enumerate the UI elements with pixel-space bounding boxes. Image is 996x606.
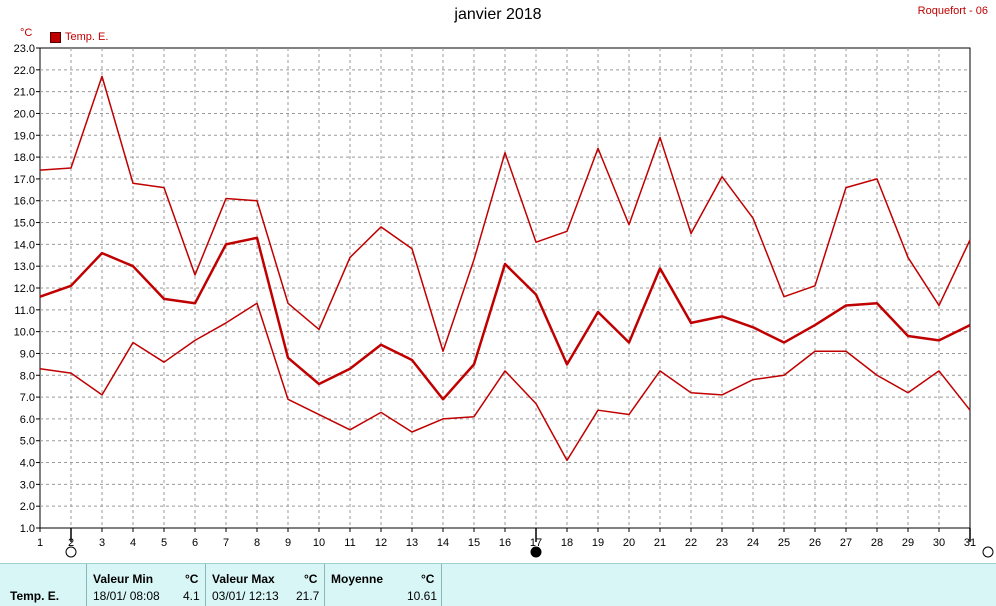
full-moon-icon (66, 547, 76, 557)
y-tick-label: 9.0 (20, 348, 35, 360)
x-tick-label: 22 (685, 537, 697, 549)
y-tick-label: 4.0 (20, 458, 35, 470)
x-tick-label: 28 (871, 537, 883, 549)
y-tick-label: 14.0 (14, 239, 35, 251)
stats-footer: Temp. E. Valeur Min °C 18/01/ 08:08 4.1 … (0, 563, 996, 606)
x-tick-label: 20 (623, 537, 635, 549)
x-tick-label: 29 (902, 537, 914, 549)
footer-row-label: Temp. E. (10, 589, 59, 603)
y-tick-label: 12.0 (14, 283, 35, 295)
max-value: 21.7 (296, 589, 319, 603)
x-tick-label: 14 (437, 537, 449, 549)
y-tick-label: 13.0 (14, 261, 35, 273)
x-tick-label: 24 (747, 537, 759, 549)
footer-label-cell: Temp. E. (0, 564, 87, 606)
min-cell: Valeur Min °C 18/01/ 08:08 4.1 (87, 564, 206, 606)
x-tick-label: 5 (161, 537, 167, 549)
y-tick-label: 3.0 (20, 479, 35, 491)
x-tick-label: 30 (933, 537, 945, 549)
x-tick-label: 3 (99, 537, 105, 549)
y-tick-label: 22.0 (14, 65, 35, 77)
x-tick-label: 1 (37, 537, 43, 549)
x-tick-label: 19 (592, 537, 604, 549)
y-tick-label: 1.0 (20, 523, 35, 535)
full-moon-icon (983, 547, 993, 557)
avg-header: Moyenne (331, 572, 383, 586)
x-tick-label: 4 (130, 537, 136, 549)
avg-cell: Moyenne °C 10.61 (325, 564, 442, 606)
avg-value: 10.61 (407, 589, 437, 603)
new-moon-icon (531, 547, 541, 557)
y-tick-label: 17.0 (14, 174, 35, 186)
y-tick-label: 10.0 (14, 327, 35, 339)
x-tick-label: 18 (561, 537, 573, 549)
y-tick-label: 16.0 (14, 196, 35, 208)
x-tick-label: 12 (375, 537, 387, 549)
x-tick-label: 16 (499, 537, 511, 549)
min-when: 18/01/ 08:08 (93, 589, 160, 603)
min-value: 4.1 (183, 589, 200, 603)
avg-unit: °C (421, 572, 434, 586)
x-tick-label: 11 (344, 537, 355, 549)
y-tick-label: 21.0 (14, 87, 35, 99)
x-tick-label: 21 (654, 537, 666, 549)
y-tick-label: 7.0 (20, 392, 35, 404)
x-tick-label: 8 (254, 537, 260, 549)
x-tick-label: 13 (406, 537, 418, 549)
x-tick-label: 9 (285, 537, 291, 549)
y-tick-label: 6.0 (20, 414, 35, 426)
temperature-chart: 1.0 2.0 3.0 4.0 5.0 6.0 7.0 8.0 9.0 10.0 11.0 12.0 1… (0, 0, 996, 562)
x-tick-label: 6 (192, 537, 198, 549)
x-tick-label: 25 (778, 537, 790, 549)
y-tick-label: 20.0 (14, 108, 35, 120)
min-unit: °C (185, 572, 198, 586)
y-tick-label: 2.0 (20, 501, 35, 513)
y-tick-label: 23.0 (14, 43, 35, 55)
y-tick-label: 15.0 (14, 218, 35, 230)
y-tick-label: 18.0 (14, 152, 35, 164)
x-tick-label: 15 (468, 537, 480, 549)
x-tick-label: 23 (716, 537, 728, 549)
y-tick-label: 19.0 (14, 130, 35, 142)
y-tick-label: 5.0 (20, 436, 35, 448)
x-tick-label: 7 (223, 537, 229, 549)
max-header: Valeur Max (212, 572, 275, 586)
max-unit: °C (304, 572, 317, 586)
max-when: 03/01/ 12:13 (212, 589, 279, 603)
y-tick-label: 11.0 (14, 305, 35, 317)
max-cell: Valeur Max °C 03/01/ 12:13 21.7 (206, 564, 325, 606)
min-header: Valeur Min (93, 572, 153, 586)
y-tick-label: 8.0 (20, 370, 35, 382)
x-tick-label: 27 (840, 537, 852, 549)
x-tick-label: 10 (313, 537, 325, 549)
x-tick-label: 26 (809, 537, 821, 549)
